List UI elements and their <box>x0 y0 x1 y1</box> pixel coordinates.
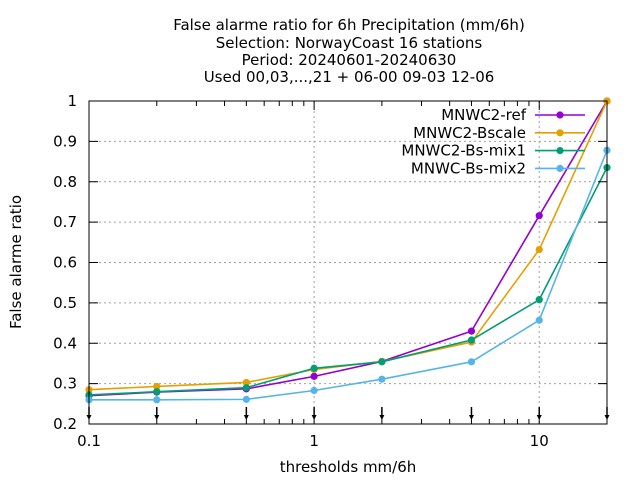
title-line-3: Period: 20240601-20240630 <box>242 51 457 69</box>
series-line-3 <box>89 149 608 401</box>
y-tick-label: 0.2 <box>53 415 77 433</box>
threshold-marker-arrow <box>154 415 160 420</box>
data-point <box>242 378 250 387</box>
x-axis-label: thresholds mm/6h <box>280 458 417 476</box>
x-tick-label: 10 <box>530 432 549 450</box>
legend-sample-point <box>556 111 564 119</box>
series-line-1 <box>88 100 608 391</box>
legend-sample-point <box>556 147 564 155</box>
y-tick-label: 1 <box>67 92 77 110</box>
legend-sample-point <box>556 164 564 172</box>
data-point <box>535 212 543 220</box>
y-tick-label: 0.4 <box>53 334 77 352</box>
legend-label: MNWC2-ref <box>441 106 526 124</box>
data-point <box>467 327 476 335</box>
legend-label: MNWC2-Bs-mix1 <box>401 142 526 160</box>
axis-ticks: 0.2 0.3 0.4 0.5 0.6 0.7 0.8 0.9 1 0.1 1 10 <box>53 92 607 450</box>
grid-lines <box>89 101 607 424</box>
y-tick-label: 0.8 <box>53 173 77 191</box>
threshold-marker-arrow <box>379 415 385 420</box>
series-lines <box>85 97 611 404</box>
data-point <box>535 296 543 304</box>
data-point <box>378 375 386 383</box>
y-tick-label: 0.7 <box>53 213 77 231</box>
data-point <box>467 358 476 366</box>
x-tick-label: 1 <box>309 432 319 450</box>
threshold-marker-arrow <box>468 415 474 420</box>
legend-label: MNWC-Bs-mix2 <box>411 159 526 177</box>
legend-sample-point <box>556 129 564 137</box>
chart-title: False alarme ratio for 6h Precipitation … <box>173 16 525 86</box>
title-line-4: Used 00,03,...,21 + 06-00 09-03 12-06 <box>204 68 495 86</box>
y-axis-label: False alarme ratio <box>7 195 25 329</box>
title-line-1: False alarme ratio for 6h Precipitation … <box>173 16 525 34</box>
data-point <box>242 395 250 403</box>
data-point <box>310 372 318 380</box>
legend: MNWC2-refMNWC2-BscaleMNWC2-Bs-mix1MNWC-B… <box>401 106 585 177</box>
data-point <box>242 384 250 392</box>
data-point <box>310 386 318 395</box>
x-tick-label: 0.1 <box>77 432 101 450</box>
data-point <box>153 382 161 391</box>
y-tick-label: 0.6 <box>53 254 77 272</box>
threshold-marker-arrow <box>243 415 249 420</box>
data-point <box>467 336 476 344</box>
x-threshold-markers <box>86 407 610 420</box>
title-line-2: Selection: NorwayCoast 16 stations <box>216 34 483 52</box>
data-point <box>153 388 161 396</box>
y-tick-label: 0.9 <box>53 132 77 150</box>
y-tick-label: 0.5 <box>53 294 77 312</box>
data-point <box>378 358 386 366</box>
y-tick-label: 0.3 <box>53 375 77 393</box>
series-line-2 <box>88 167 608 396</box>
series-line-0 <box>88 100 608 397</box>
data-point <box>535 316 543 324</box>
data-point <box>310 364 318 372</box>
legend-label: MNWC2-Bscale <box>413 124 526 142</box>
data-point <box>153 396 161 404</box>
data-point <box>535 245 543 254</box>
